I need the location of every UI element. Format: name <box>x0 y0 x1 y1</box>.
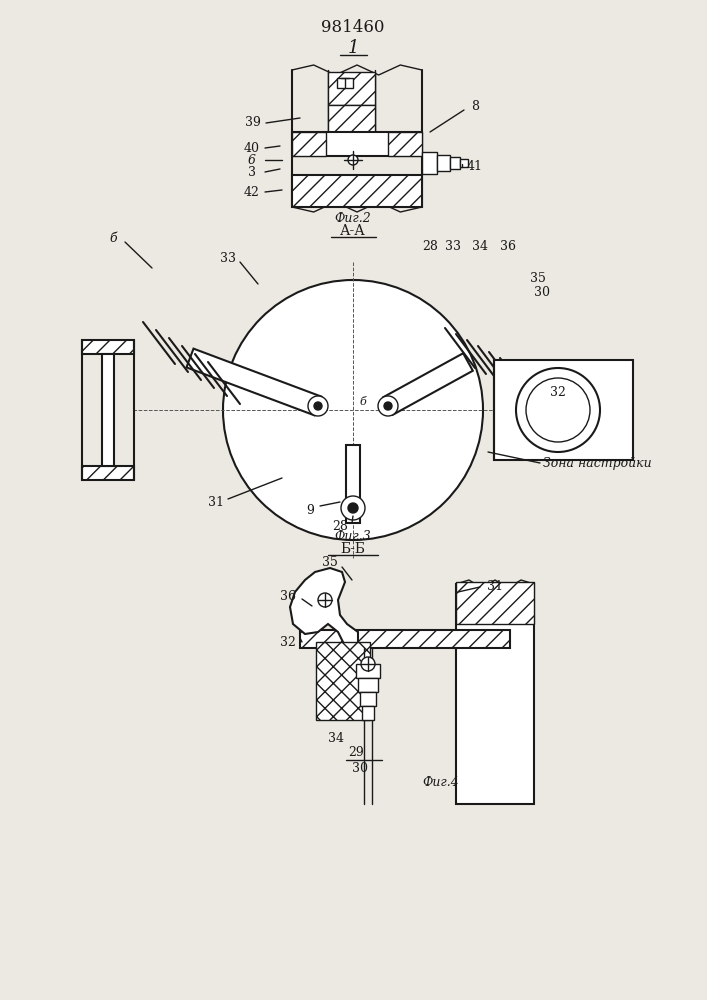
Bar <box>437 155 450 171</box>
Polygon shape <box>290 568 358 647</box>
Circle shape <box>526 378 590 442</box>
Text: б: б <box>109 232 117 244</box>
Bar <box>360 692 376 706</box>
Circle shape <box>314 402 322 410</box>
Text: 32: 32 <box>550 385 566 398</box>
Text: Фиг.2: Фиг.2 <box>334 213 371 226</box>
Circle shape <box>348 503 358 513</box>
Bar <box>356 664 380 678</box>
Text: 9: 9 <box>306 504 314 516</box>
Bar <box>346 445 360 523</box>
Polygon shape <box>383 353 473 415</box>
Circle shape <box>318 593 332 607</box>
Text: А-А: А-А <box>340 224 366 238</box>
Circle shape <box>516 368 600 452</box>
Bar <box>102 354 114 466</box>
Circle shape <box>361 657 375 671</box>
Text: 36: 36 <box>500 239 516 252</box>
Text: Фиг.4: Фиг.4 <box>422 776 459 788</box>
Bar <box>292 175 422 207</box>
Text: Фиг.3: Фиг.3 <box>334 530 371 542</box>
Bar <box>82 466 134 480</box>
Text: 1: 1 <box>347 39 358 57</box>
Circle shape <box>384 402 392 410</box>
Bar <box>456 584 534 804</box>
Text: 981460: 981460 <box>321 19 385 36</box>
Text: 33: 33 <box>445 239 461 252</box>
Text: 35: 35 <box>530 271 546 284</box>
Bar <box>337 78 353 88</box>
Bar <box>328 72 375 105</box>
Circle shape <box>348 155 358 165</box>
Bar <box>358 678 378 692</box>
Text: 28: 28 <box>332 520 348 534</box>
Text: 30: 30 <box>534 286 550 298</box>
Circle shape <box>223 280 483 540</box>
Circle shape <box>378 396 398 416</box>
Text: 34: 34 <box>328 732 344 746</box>
Bar <box>456 582 534 624</box>
Text: 29: 29 <box>348 746 364 760</box>
Text: 39: 39 <box>245 116 261 129</box>
Bar <box>316 642 370 720</box>
Text: 31: 31 <box>208 496 224 510</box>
Text: 3: 3 <box>248 165 256 178</box>
Bar <box>422 152 437 174</box>
Bar <box>362 706 374 720</box>
Text: б: б <box>360 397 366 407</box>
Text: 32: 32 <box>280 637 296 650</box>
Bar <box>292 132 326 156</box>
Bar <box>328 105 375 155</box>
Bar <box>388 132 422 156</box>
Circle shape <box>341 496 365 520</box>
Bar <box>300 630 510 648</box>
Text: 8: 8 <box>471 101 479 113</box>
Bar <box>460 159 468 167</box>
Text: 41: 41 <box>467 160 483 174</box>
Text: Б-Б: Б-Б <box>341 542 366 556</box>
Text: 30: 30 <box>352 762 368 774</box>
Text: 31: 31 <box>487 580 503 593</box>
Text: 34: 34 <box>472 239 488 252</box>
Text: 35: 35 <box>322 556 338 570</box>
Text: 40: 40 <box>244 141 260 154</box>
Text: 6: 6 <box>248 153 256 166</box>
Text: 33: 33 <box>220 251 236 264</box>
Text: 36: 36 <box>280 590 296 603</box>
Text: 42: 42 <box>244 186 260 198</box>
Circle shape <box>308 396 328 416</box>
Bar <box>494 360 633 460</box>
Bar <box>450 157 460 169</box>
Text: 28: 28 <box>422 239 438 252</box>
Bar <box>292 132 422 156</box>
Text: Зона настройки: Зона настройки <box>543 456 652 470</box>
Polygon shape <box>187 349 322 415</box>
Bar <box>82 340 134 354</box>
